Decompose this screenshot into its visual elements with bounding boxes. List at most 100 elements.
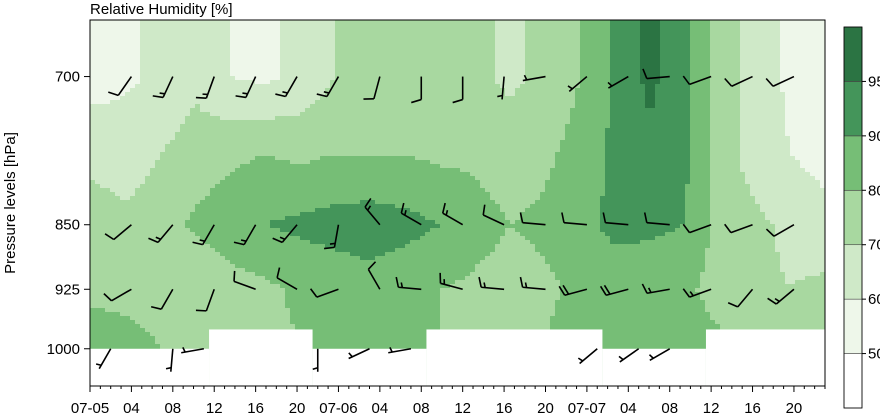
field-cell <box>315 72 321 77</box>
field-cell <box>765 72 771 77</box>
field-cell <box>495 116 501 121</box>
field-cell <box>215 36 221 41</box>
field-cell <box>575 88 581 93</box>
field-cell <box>300 84 306 89</box>
field-cell <box>600 56 606 61</box>
field-cell <box>695 88 701 93</box>
field-cell <box>480 132 486 137</box>
field-cell <box>230 148 236 153</box>
field-cell <box>470 28 476 33</box>
field-cell <box>650 96 656 101</box>
field-cell <box>620 132 626 137</box>
field-cell <box>180 128 186 133</box>
field-cell <box>440 104 446 109</box>
field-cell <box>330 96 336 101</box>
field-cell <box>155 44 161 49</box>
field-cell <box>345 144 351 149</box>
field-cell <box>800 64 806 69</box>
field-cell <box>695 144 701 149</box>
field-cell <box>275 44 281 49</box>
field-cell <box>225 152 231 157</box>
field-cell <box>575 148 581 153</box>
field-cell <box>385 152 391 157</box>
field-cell <box>750 116 756 121</box>
field-cell <box>125 24 131 29</box>
field-cell <box>730 76 736 81</box>
field-cell <box>615 84 621 89</box>
field-cell <box>780 104 786 109</box>
field-cell <box>475 128 481 133</box>
field-cell <box>485 20 491 25</box>
field-cell <box>505 32 511 37</box>
field-cell <box>545 152 551 157</box>
field-cell <box>445 28 451 33</box>
field-cell <box>460 128 466 133</box>
field-cell <box>780 44 786 49</box>
field-cell <box>605 80 611 85</box>
field-cell <box>225 100 231 105</box>
field-cell <box>760 52 766 57</box>
field-cell <box>380 76 386 81</box>
field-cell <box>750 44 756 49</box>
field-cell <box>770 92 776 97</box>
field-cell <box>530 136 536 141</box>
field-cell <box>340 20 346 25</box>
field-cell <box>260 120 266 125</box>
field-cell <box>610 32 616 37</box>
field-cell <box>160 140 166 145</box>
field-cell <box>280 68 286 73</box>
field-cell <box>815 132 821 137</box>
field-cell <box>820 112 825 117</box>
field-cell <box>205 76 211 81</box>
field-cell <box>605 108 611 113</box>
field-cell <box>675 152 681 157</box>
field-cell <box>150 56 156 61</box>
field-cell <box>540 40 546 45</box>
field-cell <box>105 52 111 57</box>
field-cell <box>750 100 756 105</box>
field-cell <box>295 96 301 101</box>
field-cell <box>740 84 746 89</box>
field-cell <box>505 124 511 129</box>
field-cell <box>270 44 276 49</box>
field-cell <box>115 88 121 93</box>
field-cell <box>780 40 786 45</box>
field-cell <box>795 44 801 49</box>
field-cell <box>100 112 106 117</box>
field-cell <box>580 76 586 81</box>
field-cell <box>680 96 686 101</box>
field-cell <box>315 144 321 149</box>
field-cell <box>610 60 616 65</box>
field-cell <box>165 52 171 57</box>
field-cell <box>105 100 111 105</box>
field-cell <box>355 36 361 41</box>
field-cell <box>310 140 316 145</box>
field-cell <box>610 40 616 45</box>
field-cell <box>660 84 666 89</box>
field-cell <box>640 76 646 81</box>
field-cell <box>125 132 131 137</box>
field-cell <box>190 104 196 109</box>
field-cell <box>145 132 151 137</box>
field-cell <box>695 124 701 129</box>
field-cell <box>330 136 336 141</box>
field-cell <box>490 144 496 149</box>
field-cell <box>285 144 291 149</box>
field-cell <box>330 108 336 113</box>
field-cell <box>110 36 116 41</box>
field-cell <box>180 100 186 105</box>
field-cell <box>635 32 641 37</box>
field-cell <box>195 128 201 133</box>
field-cell <box>265 36 271 41</box>
field-cell <box>770 48 776 53</box>
field-cell <box>340 60 346 65</box>
field-cell <box>265 140 271 145</box>
field-cell <box>810 128 816 133</box>
field-cell <box>280 140 286 145</box>
field-cell <box>500 136 506 141</box>
field-cell <box>235 64 241 69</box>
field-cell <box>670 20 676 25</box>
field-cell <box>320 40 326 45</box>
field-cell <box>410 140 416 145</box>
field-cell <box>285 52 291 57</box>
